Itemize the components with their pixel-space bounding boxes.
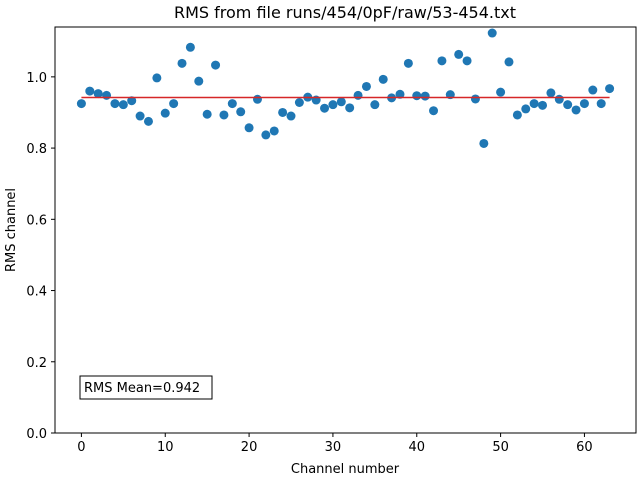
data-point (336, 97, 346, 107)
data-point (219, 110, 229, 120)
data-point (529, 99, 539, 109)
data-point (403, 58, 413, 68)
data-point (546, 88, 556, 98)
data-point (454, 49, 464, 59)
data-points (76, 28, 615, 148)
x-tick-label: 20 (241, 440, 258, 455)
data-point (571, 105, 581, 115)
y-tick-label: 1.0 (26, 71, 47, 86)
data-point (118, 100, 128, 110)
mean-annotation-text: RMS Mean=0.942 (84, 381, 200, 396)
data-point (412, 91, 422, 101)
data-point (504, 57, 514, 67)
data-point (395, 89, 405, 99)
plot-frame (54, 26, 637, 434)
data-point (227, 99, 237, 109)
data-point (194, 76, 204, 86)
mean-annotation: RMS Mean=0.942 (79, 375, 213, 400)
data-point (470, 94, 480, 104)
x-tick-label: 40 (408, 440, 425, 455)
x-tick-label: 10 (157, 440, 174, 455)
data-point (110, 99, 120, 109)
x-tick-label: 0 (77, 440, 85, 455)
data-point (185, 42, 195, 52)
y-axis-title: RMS channel (4, 188, 19, 272)
data-point (177, 58, 187, 68)
data-point (496, 87, 506, 97)
y-tick-label: 0.0 (26, 427, 47, 442)
data-point (127, 96, 137, 106)
data-point (605, 84, 615, 94)
data-point (429, 106, 439, 116)
data-point (521, 104, 531, 114)
data-point (236, 107, 246, 117)
data-point (462, 56, 472, 66)
y-tick-label: 0.4 (26, 285, 47, 300)
data-point (328, 100, 338, 110)
y-tick-label: 0.6 (26, 213, 47, 228)
data-point (286, 111, 296, 121)
x-tick-label: 30 (325, 440, 342, 455)
data-point (85, 86, 95, 96)
data-point (579, 99, 589, 109)
data-point (278, 107, 288, 117)
y-axis-ticks: 0.0 0.2 0.4 0.6 0.8 1.0 (26, 71, 55, 442)
chart-title: RMS from file runs/454/0pF/raw/53-454.tx… (174, 3, 516, 22)
data-point (596, 99, 606, 109)
data-point (320, 103, 330, 113)
data-point (261, 130, 271, 140)
data-point (487, 28, 497, 38)
data-point (353, 90, 363, 100)
x-axis-title: Channel number (291, 462, 400, 477)
data-point (76, 99, 86, 109)
data-point (143, 116, 153, 126)
data-point (512, 110, 522, 120)
data-point (538, 100, 548, 110)
data-point (345, 103, 355, 113)
data-point (378, 74, 388, 84)
data-point (420, 91, 430, 101)
y-tick-label: 0.8 (26, 142, 47, 157)
mean-annotation-box (79, 375, 213, 400)
data-point (152, 73, 162, 83)
data-point (554, 94, 564, 104)
data-point (479, 138, 489, 148)
data-point (160, 108, 170, 118)
x-tick-label: 50 (492, 440, 509, 455)
data-point (370, 100, 380, 110)
data-point (588, 85, 598, 95)
data-point (102, 90, 112, 100)
data-point (437, 56, 447, 66)
data-point (93, 89, 103, 99)
x-axis-ticks: 0 10 20 30 40 50 60 (77, 433, 593, 455)
data-point (202, 109, 212, 119)
data-point (135, 111, 145, 121)
y-tick-label: 0.2 (26, 356, 47, 371)
data-point (169, 99, 179, 109)
data-point (563, 100, 573, 110)
data-point (294, 98, 304, 108)
data-point (211, 60, 221, 70)
data-point (252, 94, 262, 104)
data-point (361, 81, 371, 91)
data-point (244, 123, 254, 133)
x-tick-label: 60 (576, 440, 593, 455)
data-point (269, 126, 279, 136)
